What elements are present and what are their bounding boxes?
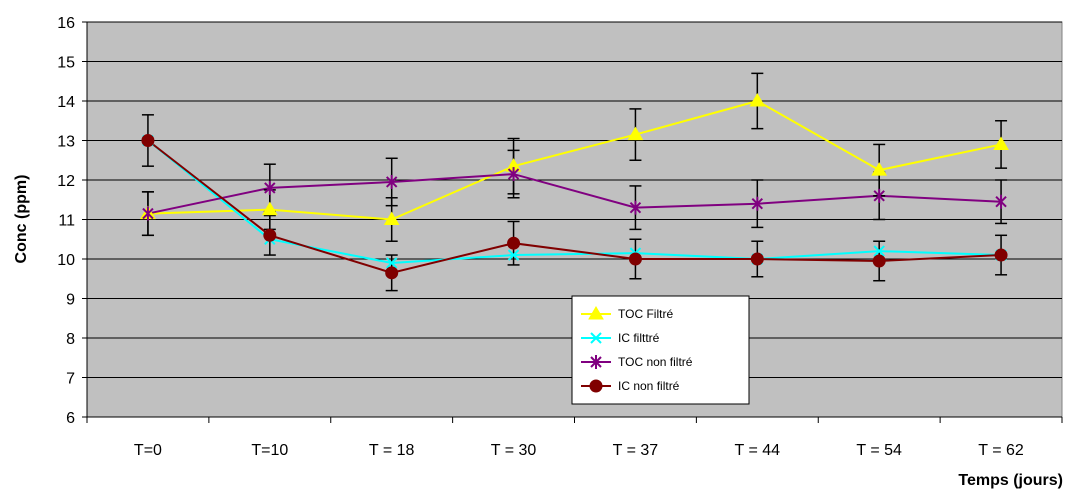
series-line — [147, 139, 1002, 264]
legend-label: IC non filtré — [618, 379, 680, 393]
data-point — [383, 211, 400, 225]
y-tick-label: 12 — [57, 173, 75, 190]
data-point — [749, 93, 766, 107]
x-tick-label: T = 62 — [978, 442, 1024, 459]
legend-label: TOC Filtré — [618, 307, 673, 321]
y-tick-label: 13 — [57, 134, 75, 151]
legend-item: TOC non filtré — [581, 355, 693, 369]
x-tick-labels: T=0 T=10 T = 18 T = 30 T = 37 T = 44 T = 54 T =… — [134, 442, 1024, 459]
data-point — [993, 136, 1009, 150]
legend-label: TOC non filtré — [618, 355, 693, 369]
x-tick-label: T = 30 — [491, 442, 537, 459]
data-point — [871, 162, 888, 176]
data-point — [507, 249, 520, 261]
x-tick-label: T = 44 — [735, 442, 781, 459]
data-point — [385, 257, 398, 269]
data-point — [994, 248, 1008, 262]
series-line — [147, 139, 1002, 274]
legend-marker — [588, 306, 604, 320]
y-tick-label: 8 — [66, 331, 75, 348]
series-4 — [147, 139, 1002, 274]
series-3 — [147, 173, 1002, 215]
series-line — [147, 99, 1002, 221]
legend-item: IC non filtré — [581, 379, 680, 393]
y-tick-label: 16 — [57, 15, 75, 32]
y-tick-labels: 6 7 8 9 10 11 12 13 14 15 16 — [57, 15, 75, 427]
data-point — [873, 245, 885, 257]
series-2 — [147, 139, 1002, 264]
data-point — [750, 252, 764, 266]
data-point — [751, 196, 764, 211]
data-point — [507, 167, 520, 182]
y-tick-label: 7 — [66, 371, 75, 388]
legend-item: TOC Filtré — [581, 306, 673, 321]
y-tick-label: 11 — [58, 213, 75, 230]
x-tick-label: T = 18 — [369, 442, 415, 459]
legend-item: IC filttré — [581, 331, 660, 345]
x-tick-label: T=10 — [251, 442, 288, 459]
y-tick-label: 14 — [57, 94, 75, 111]
y-tick-label: 15 — [57, 55, 75, 72]
y-tick-label: 6 — [66, 410, 75, 427]
axes — [82, 21, 1063, 423]
data-point — [873, 188, 885, 203]
data-point — [872, 254, 886, 268]
y-tick-label: 9 — [66, 292, 75, 309]
data-point — [385, 174, 398, 189]
y-tick-label: 10 — [57, 252, 75, 269]
data-point — [507, 236, 521, 250]
legend-marker — [589, 379, 603, 393]
legend: TOC Filtré IC filttré TOC non filtré IC non… — [571, 295, 750, 405]
grid — [87, 21, 1062, 378]
markers-3 — [142, 167, 1007, 221]
legend-label: IC filttré — [618, 331, 660, 345]
series-line — [147, 173, 1002, 215]
data-point — [995, 194, 1007, 209]
x-tick-label: T = 54 — [856, 442, 902, 459]
data-point — [264, 180, 276, 195]
data-point — [263, 228, 277, 242]
data-point — [142, 206, 154, 221]
x-tick-label: T = 37 — [613, 442, 659, 459]
x-axis-title: Temps (jours) — [958, 472, 1063, 489]
data-point — [628, 252, 642, 266]
data-point — [141, 134, 155, 147]
legend-marker — [590, 355, 602, 369]
markers-4 — [141, 134, 1008, 280]
series-1 — [147, 99, 1002, 221]
data-point — [629, 200, 642, 215]
data-point — [261, 201, 278, 216]
series-layer — [140, 72, 1009, 292]
x-tick-label: T=0 — [134, 442, 162, 459]
data-point — [385, 266, 399, 280]
legend-marker — [590, 332, 602, 344]
data-point — [627, 126, 644, 141]
y-axis-title: Conc (ppm) — [13, 175, 30, 264]
